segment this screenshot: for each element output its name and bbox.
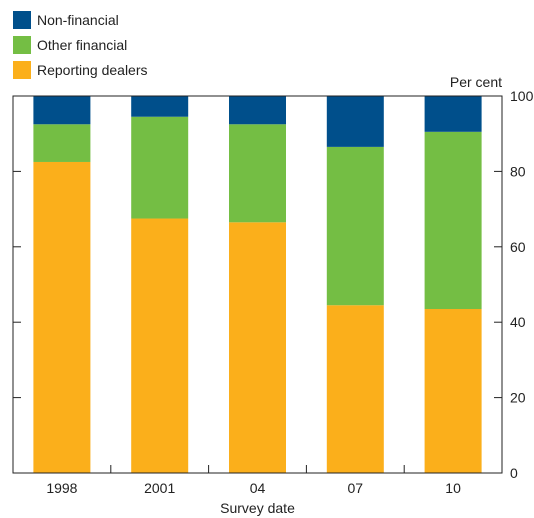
y-tick-label-20: 20 bbox=[510, 390, 526, 406]
x-tick-label-04: 04 bbox=[250, 480, 266, 496]
x-tick-label-1998: 1998 bbox=[46, 480, 77, 496]
bar-non-financial-07 bbox=[326, 96, 384, 147]
bar-reporting-dealers-1998 bbox=[33, 161, 91, 473]
bar-reporting-dealers-10 bbox=[424, 309, 482, 473]
bar-non-financial-1998 bbox=[33, 96, 91, 125]
bar-other-financial-2001 bbox=[131, 116, 189, 219]
x-axis-title: Survey date bbox=[220, 500, 295, 516]
bar-non-financial-10 bbox=[424, 96, 482, 132]
y-tick-label-60: 60 bbox=[510, 239, 526, 255]
bar-other-financial-07 bbox=[326, 146, 384, 306]
legend-swatch-other-financial bbox=[13, 36, 31, 54]
bar-reporting-dealers-2001 bbox=[131, 218, 189, 473]
legend-swatch-non-financial bbox=[13, 11, 31, 29]
plot-frame bbox=[12, 95, 503, 474]
y-tick-label-40: 40 bbox=[510, 314, 526, 330]
bar-other-financial-04 bbox=[229, 124, 286, 223]
bar-reporting-dealers-07 bbox=[326, 305, 384, 473]
y-tick-label-0: 0 bbox=[510, 465, 518, 481]
bar-reporting-dealers-04 bbox=[229, 222, 286, 473]
x-tick-label-2001: 2001 bbox=[144, 480, 175, 496]
bars-group bbox=[33, 96, 482, 473]
y-tick-label-80: 80 bbox=[510, 163, 526, 179]
legend-label-other-financial: Other financial bbox=[37, 37, 128, 53]
bar-non-financial-2001 bbox=[131, 96, 189, 117]
x-tick-label-10: 10 bbox=[445, 480, 461, 496]
bar-other-financial-1998 bbox=[33, 124, 91, 162]
legend-swatch-reporting-dealers bbox=[13, 61, 31, 79]
bar-other-financial-10 bbox=[424, 131, 482, 310]
x-tick-label-07: 07 bbox=[348, 480, 364, 496]
y-axis-title: Per cent bbox=[450, 74, 502, 90]
bar-non-financial-04 bbox=[229, 96, 286, 125]
y-tick-label-100: 100 bbox=[510, 88, 534, 104]
legend-label-non-financial: Non-financial bbox=[37, 12, 119, 28]
legend-label-reporting-dealers: Reporting dealers bbox=[37, 62, 148, 78]
